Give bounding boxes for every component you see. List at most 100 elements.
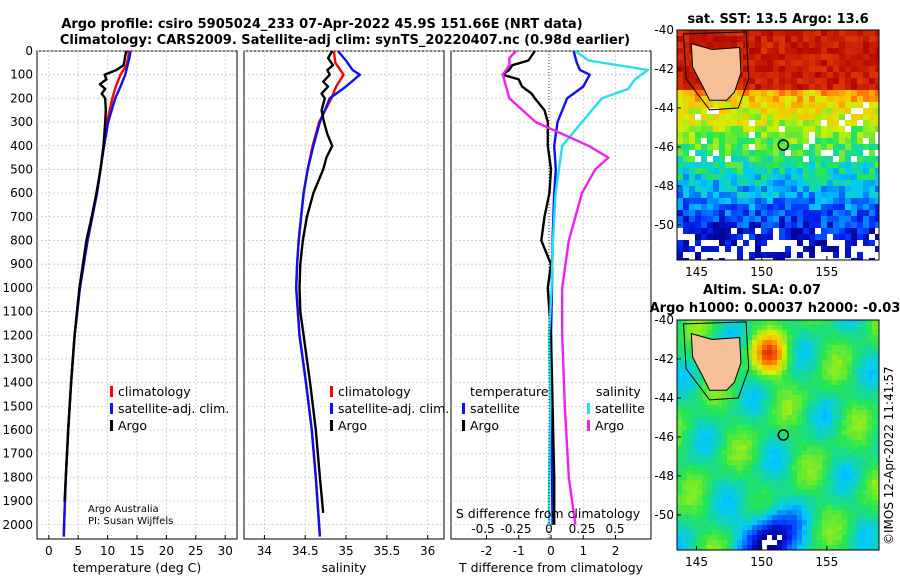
map-cell xyxy=(761,30,768,37)
sla-map-subtitle: Argo h1000: 0.00037 h2000: -0.03 xyxy=(650,301,900,316)
map-cell xyxy=(707,485,713,491)
map-cell xyxy=(702,545,708,550)
map-cell xyxy=(692,505,698,511)
map-cell xyxy=(839,96,846,103)
map-cell xyxy=(845,192,852,199)
map-cell xyxy=(807,345,813,351)
map-cell xyxy=(857,420,863,426)
map-cell xyxy=(731,120,738,127)
map-cell xyxy=(807,480,813,486)
map-cell xyxy=(803,258,810,260)
map-cell xyxy=(827,360,833,366)
map-cell xyxy=(802,395,808,401)
map-cell xyxy=(779,210,786,217)
map-cell xyxy=(827,440,833,446)
map-cell xyxy=(682,370,688,376)
map-cell xyxy=(732,470,738,476)
map-cell xyxy=(725,192,732,199)
map-cell xyxy=(787,505,793,511)
map-cell xyxy=(747,455,753,461)
map-cell xyxy=(682,420,688,426)
map-cell xyxy=(803,246,810,253)
map-cell xyxy=(719,246,726,253)
map-cell xyxy=(791,144,798,151)
map-cell xyxy=(757,545,763,550)
map-cell xyxy=(822,415,828,421)
map-cell xyxy=(802,365,808,371)
map-cell xyxy=(752,325,758,331)
map-cell xyxy=(701,168,708,175)
map-cell xyxy=(719,108,726,115)
sla-map-title: Altim. SLA: 0.07 xyxy=(703,283,821,298)
map-cell xyxy=(877,355,879,361)
map-cell xyxy=(872,450,878,456)
map-cell xyxy=(847,410,853,416)
map-cell xyxy=(792,355,798,361)
map-cell xyxy=(785,186,792,193)
map-cell xyxy=(809,102,816,109)
map-cell xyxy=(791,222,798,229)
map-cell xyxy=(702,330,708,336)
map-cell xyxy=(725,42,732,49)
map-cell xyxy=(797,340,803,346)
map-cell xyxy=(701,132,708,139)
map-cell xyxy=(852,385,858,391)
map-cell xyxy=(777,330,783,336)
map-cell xyxy=(863,180,870,187)
map-cell xyxy=(692,495,698,501)
map-cell xyxy=(742,320,748,326)
map-cell xyxy=(852,515,858,521)
map-cell xyxy=(815,180,822,187)
map-cell xyxy=(761,90,768,97)
map-cell xyxy=(689,168,696,175)
map-cell xyxy=(777,485,783,491)
map-cell xyxy=(857,186,864,193)
map-cell xyxy=(747,515,753,521)
map-cell xyxy=(687,435,693,441)
map-cell xyxy=(692,530,698,536)
map-cell xyxy=(731,90,738,97)
map-cell xyxy=(731,102,738,109)
map-cell xyxy=(785,246,792,253)
map-cell xyxy=(752,510,758,516)
map-cell xyxy=(797,222,804,229)
map-cell xyxy=(815,60,822,67)
map-cell xyxy=(847,395,853,401)
map-cell xyxy=(762,320,768,326)
map-cell xyxy=(857,405,863,411)
map-cell xyxy=(869,30,876,37)
map-cell xyxy=(702,430,708,436)
map-cell xyxy=(747,485,753,491)
map-cell xyxy=(852,335,858,341)
map-cell xyxy=(683,204,690,211)
map-cell xyxy=(832,335,838,341)
map-cell xyxy=(757,320,763,326)
map-cell xyxy=(821,132,828,139)
map-cell xyxy=(742,325,748,331)
map-cell xyxy=(817,480,823,486)
map-cell xyxy=(727,505,733,511)
map-cell xyxy=(869,156,876,163)
map-cell xyxy=(712,465,718,471)
map-cell xyxy=(872,510,878,516)
map-cell xyxy=(779,234,786,241)
map-cell xyxy=(762,485,768,491)
map-cell xyxy=(822,345,828,351)
map-cell xyxy=(847,330,853,336)
map-cell xyxy=(689,198,696,205)
map-cell xyxy=(757,525,763,531)
map-cell xyxy=(757,325,763,331)
map-cell xyxy=(767,340,773,346)
map-cell xyxy=(757,330,763,336)
map-cell xyxy=(683,168,690,175)
map-cell xyxy=(827,415,833,421)
map-cell xyxy=(857,515,863,521)
map-cell xyxy=(845,234,852,241)
map-cell xyxy=(787,415,793,421)
map-cell xyxy=(857,30,864,37)
map-cell xyxy=(867,505,873,511)
map-cell xyxy=(832,375,838,381)
map-cell xyxy=(717,515,723,521)
map-cell xyxy=(755,198,762,205)
map-cell xyxy=(832,440,838,446)
